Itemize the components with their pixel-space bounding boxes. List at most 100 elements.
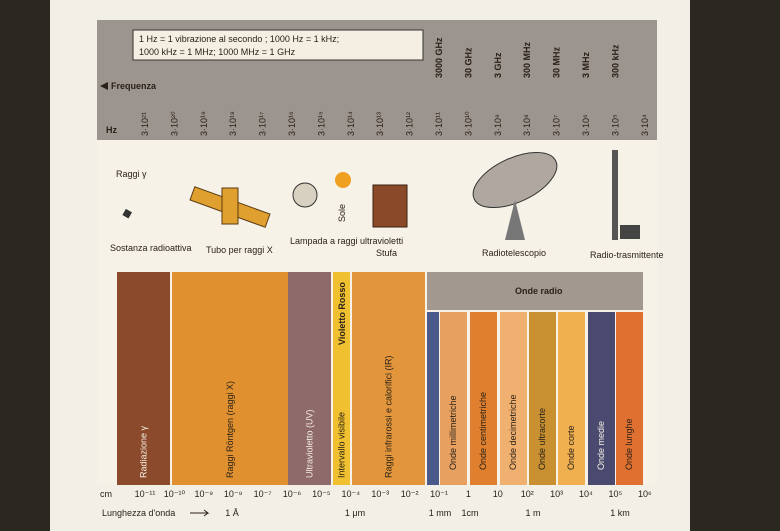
illustration-label: Radio-trasmittente xyxy=(590,250,664,260)
wavelength-tick: 10⁴ xyxy=(579,489,593,499)
band-label: Raggi infrarossi e calorifici (IR) xyxy=(384,355,394,478)
wavelength-label: Lunghezza d'onda xyxy=(102,508,175,518)
radiotelescope-icon xyxy=(472,151,558,240)
frequency-name: 300 kHz xyxy=(610,44,620,78)
illustration-label: Tubo per raggi X xyxy=(206,245,273,255)
illustration-label: Sostanza radioattiva xyxy=(110,243,192,253)
note-box xyxy=(132,29,424,61)
wavelength-name: 1 km xyxy=(610,508,630,518)
frequency-name: 3 MHz xyxy=(581,51,591,78)
arrow xyxy=(190,509,210,517)
frequency-unit: Hz xyxy=(106,125,117,135)
arrow xyxy=(100,82,108,90)
wavelength-tick: 10⁻³ xyxy=(371,489,389,499)
frequency-tick: 3·10¹⁸ xyxy=(228,111,238,136)
band xyxy=(529,312,556,485)
illustration-label: Stufa xyxy=(376,248,397,258)
band xyxy=(333,272,350,485)
note-line: 1000 kHz = 1 MHz; 1000 MHz = 1 GHz xyxy=(139,47,296,57)
wavelength-name: 1 μm xyxy=(345,508,365,518)
radio-header xyxy=(427,272,643,310)
wavelength-tick: 10⁻¹⁰ xyxy=(164,489,186,499)
band xyxy=(427,312,439,485)
frequency-name: 300 MHz xyxy=(522,41,532,78)
band xyxy=(352,272,425,485)
wavelength-tick: 10⁻⁴ xyxy=(341,489,360,499)
frequency-tick: 3·10⁹ xyxy=(493,114,503,136)
stove-icon xyxy=(372,184,408,228)
frequency-tick: 3·10⁶ xyxy=(581,114,591,136)
frequency-name: 30 MHz xyxy=(552,46,562,78)
band xyxy=(558,312,585,485)
band xyxy=(440,312,467,485)
sun-icon xyxy=(335,172,351,188)
wavelength-name: 1 m xyxy=(525,508,540,518)
wavelength-tick: 1 xyxy=(466,489,471,499)
frequency-name: 3 GHz xyxy=(493,52,503,78)
note-line: 1 Hz = 1 vibrazione al secondo ; 1000 Hz… xyxy=(139,34,339,44)
band-label: Onde medie xyxy=(596,421,606,470)
frequency-tick: 3·10¹¹ xyxy=(434,112,444,136)
frequency-tick: 3·10¹⁰ xyxy=(463,111,473,136)
wavelength-tick: 10⁻⁵ xyxy=(312,489,331,499)
band-label: Onde corte xyxy=(566,425,576,470)
band xyxy=(500,312,527,485)
frequency-name: 30 GHz xyxy=(463,47,473,78)
band xyxy=(588,312,615,485)
transmitter-icon xyxy=(612,150,640,240)
frequency-tick: 3·10⁵ xyxy=(610,114,620,136)
illustration-label: Radiotelescopio xyxy=(482,248,546,258)
wavelength-tick: 10⁻⁶ xyxy=(283,489,302,499)
illustration-label: Raggi γ xyxy=(116,169,147,179)
band-label: Onde decimetriche xyxy=(508,394,518,470)
wavelength-tick: 10⁻² xyxy=(401,489,419,499)
wavelength-tick: 10⁻⁷ xyxy=(254,489,272,499)
wavelength-tick: 10² xyxy=(521,489,534,499)
frequency-label: Frequenza xyxy=(111,81,157,91)
band xyxy=(470,312,497,485)
visible-edges: Violetto Rosso xyxy=(337,282,347,345)
band xyxy=(117,272,170,485)
illustration-label: Sole xyxy=(337,204,347,222)
frequency-tick: 3·10¹⁷ xyxy=(258,112,268,136)
band xyxy=(172,272,288,485)
wavelength-tick: 10³ xyxy=(550,489,563,499)
frequency-name: 3000 GHz xyxy=(434,37,444,78)
band-label: Radiazione γ xyxy=(139,425,149,478)
frequency-tick: 3·10¹⁶ xyxy=(287,111,297,136)
frequency-tick: 3·10⁴ xyxy=(640,114,650,136)
wavelength-tick: 10⁵ xyxy=(609,489,623,499)
band-label: Ultravioletto (UV) xyxy=(305,409,315,478)
wavelength-name: 1cm xyxy=(461,508,478,518)
wavelength-tick: 10⁶ xyxy=(638,489,652,499)
frequency-tick: 3·10⁷ xyxy=(552,115,562,136)
frequency-tick: 3·10⁸ xyxy=(522,114,532,136)
wavelength-tick: 10⁻¹¹ xyxy=(135,489,156,499)
lamp-icon xyxy=(292,182,318,208)
wavelength-tick: 10⁻⁸ xyxy=(224,489,243,499)
frequency-tick: 3·10¹⁵ xyxy=(316,111,326,136)
band-label: Onde millimetriche xyxy=(448,395,458,470)
band xyxy=(616,312,643,485)
wavelength-unit: cm xyxy=(100,489,112,499)
band-label: Intervallo visibile xyxy=(337,412,347,478)
wavelength-tick: 10 xyxy=(493,489,503,499)
band-label: Onde centimetriche xyxy=(478,392,488,470)
band-label: Onde ultracorte xyxy=(537,408,547,470)
frequency-tick: 3·10²⁰ xyxy=(169,111,179,136)
band xyxy=(288,272,331,485)
wavelength-tick: 10⁻¹ xyxy=(430,489,448,499)
frequency-tick: 3·10¹² xyxy=(405,112,415,136)
frequency-tick: 3·10¹³ xyxy=(375,112,385,136)
wavelength-tick: 10⁻⁹ xyxy=(194,489,213,499)
radio-label: Onde radio xyxy=(515,286,563,296)
frequency-tick: 3·10¹⁴ xyxy=(346,111,356,136)
illustration-label: Lampada a raggi ultravioletti xyxy=(290,236,403,246)
wavelength-name: 1 Å xyxy=(225,508,239,518)
frequency-tick: 3·10²¹ xyxy=(140,112,150,136)
band-label: Raggi Röntgen (raggi X) xyxy=(225,381,235,478)
source-icon xyxy=(122,208,132,219)
wavelength-name: 1 mm xyxy=(429,508,452,518)
